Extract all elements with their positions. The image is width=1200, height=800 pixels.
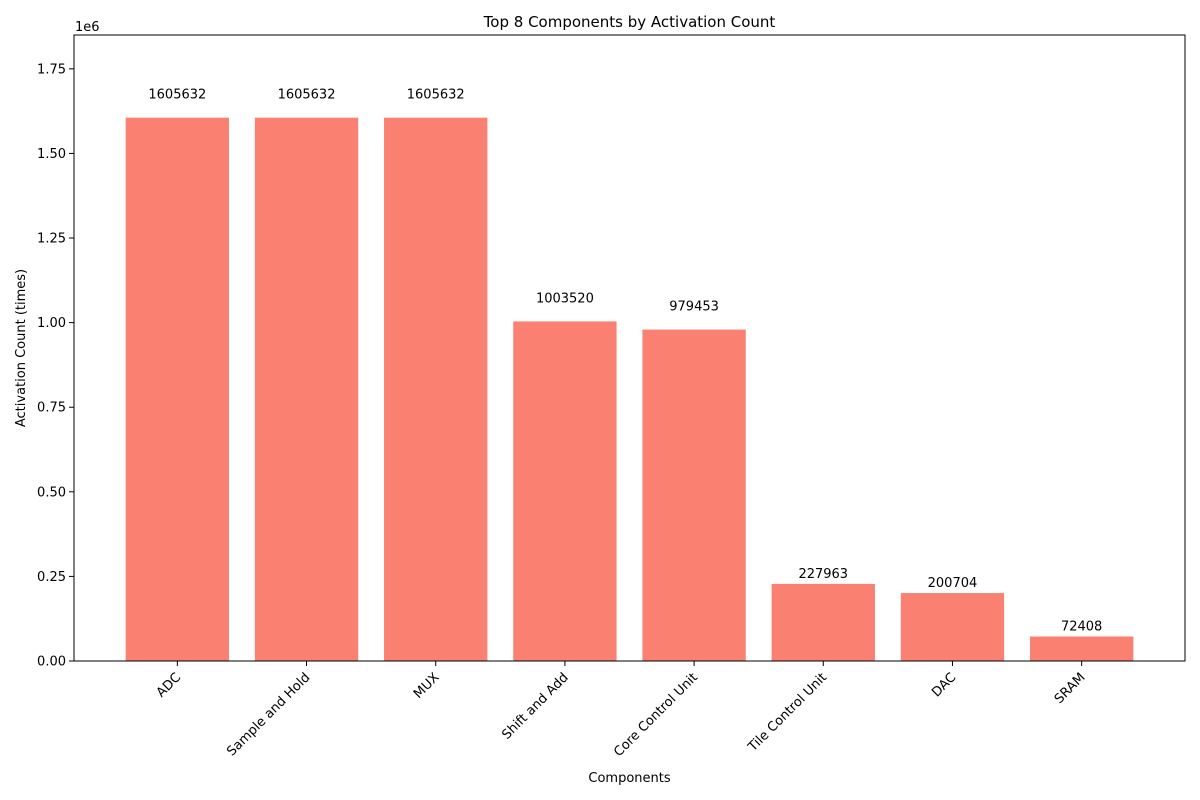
y-tick-label-0: 0.00: [37, 655, 66, 670]
plot-frame: [73, 34, 1186, 662]
bar-6: [900, 593, 1005, 661]
y-tick-label-1: 0.25: [37, 570, 66, 585]
bar-value-label-5: 227963: [798, 567, 848, 582]
bar-value-label-4: 979453: [669, 300, 719, 315]
bar-value-label-0: 1605632: [148, 88, 206, 103]
y-offset-label: 1e6: [75, 20, 100, 35]
bar-3: [513, 321, 617, 661]
y-tick-label-2: 0.50: [37, 485, 66, 500]
bar-5: [771, 583, 875, 661]
bar-2: [384, 117, 488, 662]
x-axis-title: Components: [588, 771, 670, 786]
bars-group: [125, 117, 1134, 662]
bar-value-label-1: 1605632: [278, 88, 336, 103]
bar-4: [642, 329, 746, 661]
y-axis-title: Activation Count (times): [14, 269, 29, 427]
bar-value-label-6: 200704: [928, 576, 978, 591]
bar-value-label-7: 72408: [1061, 619, 1102, 634]
bar-0: [125, 117, 230, 662]
bar-7: [1029, 636, 1134, 661]
y-tick-label-6: 1.50: [37, 147, 66, 162]
y-tick-label-4: 1.00: [37, 316, 66, 331]
y-tick-label-5: 1.25: [37, 232, 66, 247]
bar-labels-group: 1605632 1605632 1605632 1003520 979453 227963…: [148, 88, 1102, 635]
y-tick-label-7: 1.75: [37, 62, 66, 77]
bar-1: [254, 117, 359, 662]
chart-title: Top 8 Components by Activation Count: [483, 13, 776, 31]
bar-value-label-2: 1605632: [407, 88, 465, 103]
y-tick-label-3: 0.75: [37, 401, 66, 416]
y-axis: 0.00 0.25 0.50 0.75 1.00 1.25 1.50 1.75: [37, 62, 74, 670]
bar-value-label-3: 1003520: [536, 291, 594, 306]
